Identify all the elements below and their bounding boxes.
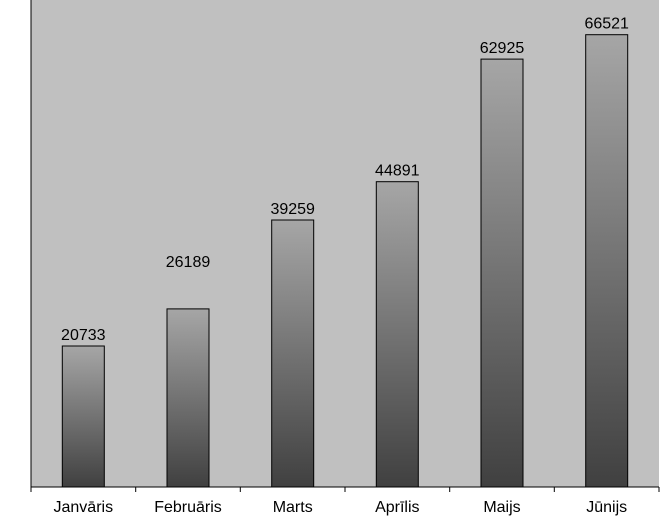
- bars-group: [61, 34, 629, 488]
- data-label: 66521: [584, 16, 629, 33]
- x-tick-label: Janvāris: [54, 499, 114, 516]
- x-tick-label: Februāris: [154, 499, 222, 516]
- bar: [166, 308, 210, 488]
- data-label: 26189: [166, 254, 211, 271]
- x-tick-label: Marts: [273, 499, 313, 516]
- data-label: 39259: [270, 201, 315, 218]
- value-labels-group: 20733 26189 39259 44891 62925 66521: [61, 16, 629, 344]
- x-axis-ticks: [30, 487, 660, 492]
- x-tick-label: Jūnijs: [586, 499, 627, 516]
- bar: [585, 34, 629, 488]
- data-label: 44891: [375, 163, 420, 180]
- x-tick-label: Maijs: [483, 499, 520, 516]
- x-axis-tick-labels: Janvāris Februāris Marts Aprīlis Maijs Jūnijs: [54, 499, 628, 516]
- bar: [271, 219, 315, 488]
- x-tick-label: Aprīlis: [375, 499, 419, 516]
- plot-area: [31, 0, 659, 487]
- data-label: 20733: [61, 327, 106, 344]
- bar: [375, 181, 419, 488]
- bar: [61, 345, 105, 488]
- data-label: 62925: [480, 40, 525, 57]
- bar: [480, 58, 524, 488]
